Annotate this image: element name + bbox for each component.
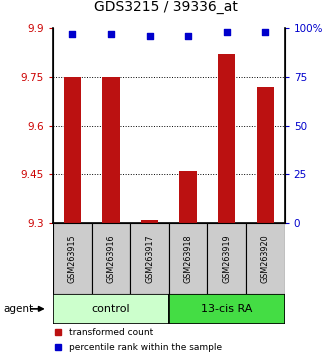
Point xyxy=(108,31,114,37)
Bar xyxy=(218,54,235,223)
Bar xyxy=(169,223,208,294)
Bar xyxy=(208,223,246,294)
Text: GSM263918: GSM263918 xyxy=(184,234,193,283)
Bar xyxy=(246,223,285,294)
Point xyxy=(224,29,229,35)
Text: GDS3215 / 39336_at: GDS3215 / 39336_at xyxy=(94,0,237,14)
Text: agent: agent xyxy=(3,304,33,314)
Bar xyxy=(92,223,130,294)
Bar xyxy=(64,77,81,223)
Text: 13-cis RA: 13-cis RA xyxy=(201,304,253,314)
Point xyxy=(263,29,268,35)
Point xyxy=(70,31,75,37)
Text: GSM263919: GSM263919 xyxy=(222,234,231,283)
Bar xyxy=(53,223,92,294)
Text: transformed count: transformed count xyxy=(69,328,154,337)
Point xyxy=(147,33,152,39)
Text: percentile rank within the sample: percentile rank within the sample xyxy=(69,343,222,352)
Bar xyxy=(257,87,274,223)
Bar xyxy=(141,220,158,223)
Text: GSM263915: GSM263915 xyxy=(68,234,77,283)
Bar xyxy=(169,294,285,324)
Text: GSM263920: GSM263920 xyxy=(261,234,270,283)
Bar xyxy=(53,294,169,324)
Text: GSM263917: GSM263917 xyxy=(145,234,154,283)
Bar xyxy=(102,77,119,223)
Text: GSM263916: GSM263916 xyxy=(106,234,116,283)
Text: control: control xyxy=(92,304,130,314)
Point xyxy=(185,33,191,39)
Bar xyxy=(179,171,197,223)
Bar xyxy=(130,223,169,294)
